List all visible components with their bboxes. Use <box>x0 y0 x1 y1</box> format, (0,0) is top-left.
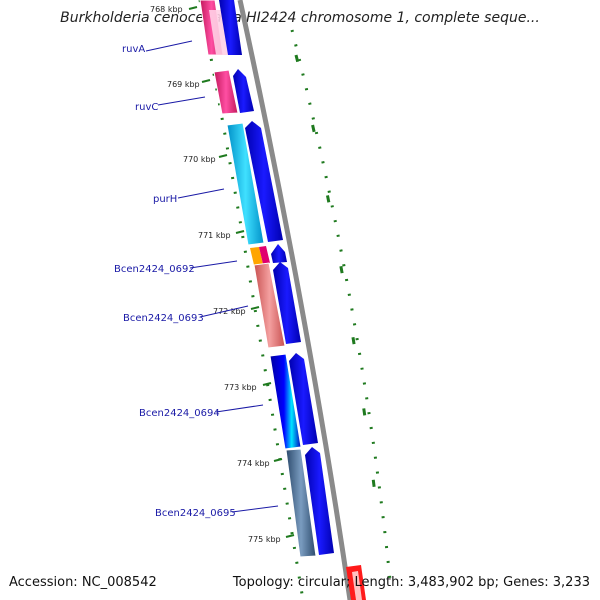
tick-label-769: 769 kbp <box>167 80 200 89</box>
gene-label-ruvC[interactable]: ruvC <box>135 102 158 113</box>
label-leader-purH <box>177 188 225 199</box>
gene-block-Bcen2424_0695[interactable] <box>285 448 317 558</box>
tick-mark <box>201 79 211 83</box>
gene-arrow-Bcen2424_0692[interactable] <box>271 244 287 263</box>
gene-label-Bcen2424_0694[interactable]: Bcen2424_0694 <box>139 408 220 419</box>
kbp-axis: 768 kbp 769 kbp 770 kbp 771 kbp 772 kbp … <box>150 5 295 544</box>
tick-label-770: 770 kbp <box>183 155 216 164</box>
tick-label-775: 775 kbp <box>248 535 281 544</box>
gene-block-Bcen2424_0692[interactable] <box>250 247 263 265</box>
gene-block-Bcen2424_0693[interactable] <box>253 262 286 349</box>
gene-arrow-ruvC[interactable] <box>233 69 254 113</box>
gene-arrow-ruvA[interactable] <box>219 0 242 55</box>
chromosome-backbone <box>237 0 353 600</box>
label-leader-ruvA <box>145 40 193 52</box>
gene-label-Bcen2424_0692[interactable]: Bcen2424_0692 <box>114 264 195 275</box>
tick-label-768: 768 kbp <box>150 5 183 14</box>
label-leader-Bcen2424_0692 <box>189 260 238 269</box>
gene-block-Bcen2424_0694[interactable] <box>269 353 302 450</box>
gene-labels: ruvA ruvC purH Bcen2424_0692 Bcen2424_06… <box>114 40 279 519</box>
gene-block-purH[interactable] <box>226 122 265 246</box>
gene-block-Bcen2424_0692b[interactable] <box>259 246 270 264</box>
gene-label-Bcen2424_0695[interactable]: Bcen2424_0695 <box>155 508 236 519</box>
gene-block-next-light <box>352 571 362 600</box>
tick-label-774: 774 kbp <box>237 459 270 468</box>
accession-text: Accession: NC_008542 <box>9 575 157 590</box>
tick-mark <box>250 306 260 310</box>
tick-mark <box>218 154 228 158</box>
tick-mark <box>235 230 245 234</box>
gene-label-Bcen2424_0693[interactable]: Bcen2424_0693 <box>123 313 204 324</box>
label-leader-ruvC <box>157 96 206 106</box>
tick-label-773: 773 kbp <box>224 383 257 392</box>
tick-mark <box>188 6 198 10</box>
tick-mark <box>262 382 272 386</box>
gc-trail-long-ticks <box>294 54 380 521</box>
tick-mark <box>285 534 295 538</box>
gene-arrow-Bcen2424_0694[interactable] <box>289 353 318 445</box>
tick-label-771: 771 kbp <box>198 231 231 240</box>
gene-label-ruvA[interactable]: ruvA <box>122 44 145 55</box>
gene-arrow-Bcen2424_0693[interactable] <box>273 262 301 344</box>
gene-block-ruvC[interactable] <box>213 69 239 115</box>
gene-arrow-Bcen2424_0695[interactable] <box>305 447 334 555</box>
tick-label-772: 772 kbp <box>213 307 246 316</box>
map-title: Burkholderia cenocepacia HI2424 chromoso… <box>60 10 540 26</box>
gene-arrow-purH[interactable] <box>245 121 283 242</box>
tick-mark <box>273 458 283 462</box>
label-leader-Bcen2424_0694 <box>215 404 264 413</box>
gene-label-purH[interactable]: purH <box>153 194 177 205</box>
label-leader-Bcen2424_0693 <box>199 305 249 318</box>
genome-summary-text: Topology: circular; Length: 3,483,902 bp… <box>232 575 590 590</box>
label-leader-Bcen2424_0695 <box>231 505 279 513</box>
